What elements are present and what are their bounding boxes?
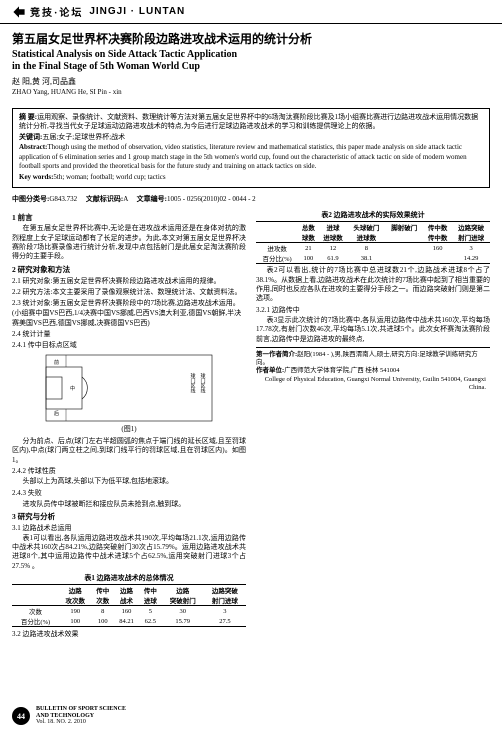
title-english-line1: Statistical Analysis on Side Attack Tact… [12,49,490,60]
figure-1: 前 后 中 球门区线 球门区线 (图1) [12,353,246,434]
authors-chinese: 赵 阳,黄 河,司品鑫 [12,76,490,87]
keywords-cn-text: 五届;女子;足球世界杯;战术 [42,133,125,141]
author-bio: 第一作者简介:赵阳(1984 - ),男,陕西渭南人,硕士,研究方向:足球教学训… [256,351,490,367]
section-2-4-1: 2.4.1 传中目标点区域 [12,340,246,350]
table-row: 次数19081605303 [12,606,246,617]
table-row: 总数进球头球破门脚射破门传中数边路突破 [256,222,490,233]
section-3-1: 3.1 边路战术总运用 [12,523,246,533]
doc-value: A [123,195,128,203]
abstract-en-label: Abstract: [19,143,47,151]
section-cn: 竞技·论坛 [30,4,83,19]
keywords-en-text: 5th; woman; football; world cup; tactics [53,173,165,181]
section-2-4-2-para: 头部以上为高球,头部以下为低平球,包括地滚球。 [12,477,246,486]
title-english-line2: in the Final Stage of 5th Woman World Cu… [12,61,490,72]
clc-label: 中图分类号: [12,195,49,203]
section-2-4-3: 2.4.3 失败 [12,488,246,498]
meta-line: 中图分类号:G843.732 文献标识码:A 文章编号:1005 - 0256(… [12,194,490,204]
section-3-2-1: 3.2.1 边路传中 [256,305,490,315]
arrow-logo-icon [12,5,26,19]
title-block: 第五届女足世界杯决赛阶段边路进攻战术运用的统计分析 Statistical An… [12,30,490,100]
svg-text:球门区线: 球门区线 [200,372,206,393]
table-2: 总数进球头球破门脚射破门传中数边路突破 球数进球数进球数传中数射门进球 进攻数2… [256,221,490,264]
table-row: 球数进球数进球数传中数射门进球 [256,232,490,243]
section-1-heading: 1 前言 [12,212,246,223]
journal-info: BULLETIN OF SPORT SCIENCE AND TECHNOLOGY… [36,706,126,726]
table-1-caption: 表1 边路进攻战术的总体情况 [12,573,246,583]
section-2-2: 2.2 研究方法:本文主要采用了录像观察统计法、数理统计法、文献资料法。 [12,287,246,297]
section-2-heading: 2 研究对象和方法 [12,264,246,275]
author-affiliation-cn: 作者单位:广西师范大学体育学院,广西 桂林 541004 [256,367,490,375]
title-chinese: 第五届女足世界杯决赛阶段边路进攻战术运用的统计分析 [12,30,490,47]
section-2-4-2: 2.4.2 传球性质 [12,466,246,476]
right-col-continuation: 进攻队员传中球被断拦和接应队员未抢到点,触到球。 [12,499,246,509]
keywords-cn-label: 关键词: [19,133,42,141]
svg-text:中: 中 [70,385,75,392]
table-2-block: 表2 边路进攻战术的实际效果统计 总数进球头球破门脚射破门传中数边路突破 球数进… [256,210,490,264]
section-pinyin: JINGJI · LUNTAN [89,6,185,17]
author-affiliation-en: College of Physical Education, Guangxi N… [256,376,490,392]
figure-1-caption: (图1) [12,424,246,434]
pitch-diagram-icon: 前 后 中 球门区线 球门区线 [44,353,214,423]
id-value: 1005 - 0256(2010)02 - 0044 - 2 [167,195,256,203]
clc-value: G843.732 [49,195,77,203]
abstract-en-text: Though using the method of observation, … [19,143,467,170]
section-3-1-para: 表1可以看出,各队运用边路进攻战术共190次,平均每场21.1次,运用边路传中战… [12,534,246,572]
table-row: 百分比(%)10010084.2162.515.7927.5 [12,616,246,627]
authors-english: ZHAO Yang, HUANG He, SI Pin - xin [12,88,490,96]
doc-label: 文献标识码: [86,195,123,203]
svg-text:后: 后 [54,410,59,417]
keywords-en-label: Key words: [19,173,53,181]
table-row: 百分比(%)10061.938.114.29 [256,253,490,264]
table-1-block: 表1 边路进攻战术的总体情况 边路攻次数传中次数边路战术传中进球边路突破射门边路… [12,573,246,627]
section-3-2-1-para: 表3显示此次统计的7场比赛中,各队运用边路传中战术共160次,平均每场17.78… [256,316,490,344]
svg-text:前: 前 [54,359,59,366]
section-2-4: 2.4 统计计量 [12,329,246,339]
section-2-4-1-para: 分为前点、后点(球门左右半超圆弧的焦点于端门线的延长区域,且至罚球区内),中点(… [12,437,246,465]
table-row: 边路攻次数传中次数边路战术传中进球边路突破射门边路突破射门进球 [12,585,246,606]
abstract-cn-text: 运用观察、录像统计、文献资料、数理统计等方法对第五届女足世界杯中的6场淘汰赛阶段… [19,113,478,130]
table-2-caption: 表2 边路进攻战术的实际效果统计 [256,210,490,220]
section-3-2: 3.2 边路进攻战术效果 [12,629,246,639]
section-3-heading: 3 研究与分析 [12,511,246,522]
page-footer: 44 BULLETIN OF SPORT SCIENCE AND TECHNOL… [0,706,502,726]
section-3-2-para: 表2可以看出,统计的7场比赛中总进球数21个,边路战术进球8个占了38.1%。从… [256,266,490,304]
page-number-badge: 44 [12,707,30,725]
section-1-para: 在第五届女足世界杯比赛中,无论是在进攻战术运用还是在身体对抗的激烈程度上女子足球… [12,224,246,262]
section-2-3: 2.3 统计对象:第五届女足世界杯决赛阶段中的7场比赛,边路进攻战术运用。(小组… [12,298,246,328]
id-label: 文章编号: [137,195,167,203]
abstract-cn-label: 摘 要: [19,113,37,121]
table-1: 边路攻次数传中次数边路战术传中进球边路突破射门边路突破射门进球 次数190816… [12,584,246,627]
table-row: 进攻数211281603 [256,243,490,254]
svg-text:球门区线: 球门区线 [190,372,196,393]
footnote-divider [256,347,490,348]
section-2-1: 2.1 研究对象:第五届女足世界杯决赛阶段边路进攻战术运用的规律。 [12,276,246,286]
abstract-box: 摘 要:运用观察、录像统计、文献资料、数理统计等方法对第五届女足世界杯中的6场淘… [12,108,490,188]
page-content: 第五届女足世界杯决赛阶段边路进攻战术运用的统计分析 Statistical An… [0,24,502,684]
header-band: 竞技·论坛 JINGJI · LUNTAN [0,0,502,24]
